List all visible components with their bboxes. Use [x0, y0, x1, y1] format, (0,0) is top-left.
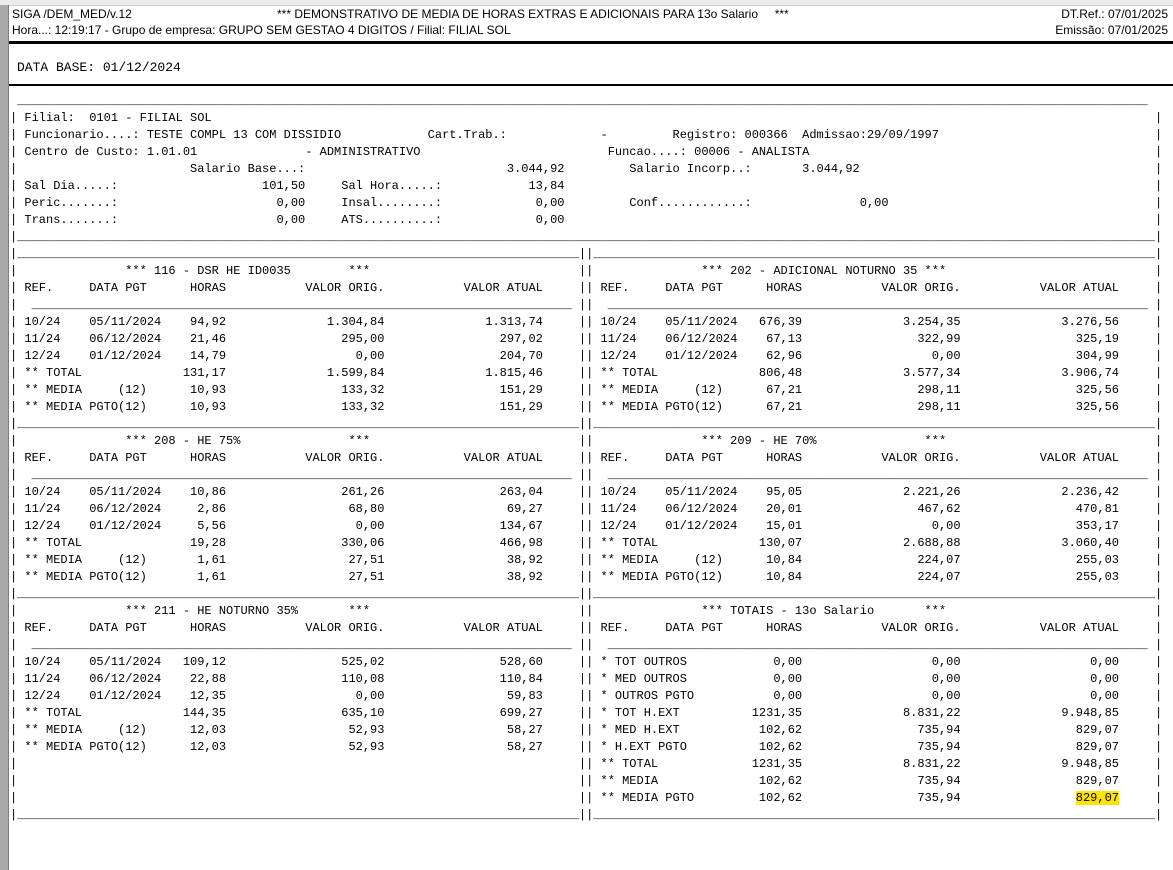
report-line: | Trans.......: 0,00 ATS..........: 0,00… [10, 213, 1163, 227]
report-line: | 12/24 01/12/2024 5,56 0,00 134,67 || 1… [10, 519, 1163, 533]
report-line: | 11/24 06/12/2024 21,46 295,00 297,02 |… [10, 332, 1163, 346]
report-line: | ** MEDIA PGTO(12) 12,03 52,93 58,27 ||… [10, 740, 1163, 754]
report-line: | Centro de Custo: 1.01.01 - ADMINISTRAT… [10, 145, 1163, 159]
report-line: | ** TOTAL 19,28 330,06 466,98 || ** TOT… [10, 536, 1163, 550]
report-line: | 12/24 01/12/2024 14,79 0,00 204,70 || … [10, 349, 1163, 363]
report-line: | ______________________________________… [10, 298, 1163, 312]
report-line: | Salario Base...: 3.044,92 Salario Inco… [10, 162, 1163, 176]
report-line: | 10/24 05/11/2024 10,86 261,26 263,04 |… [10, 485, 1163, 499]
report-line: | ______________________________________… [10, 638, 1163, 652]
report-line: |_______________________________________… [10, 587, 1163, 601]
data-base-line: DATA BASE: 01/12/2024 [17, 60, 181, 75]
report-line: | Filial: 0101 - FILIAL SOL | [10, 111, 1163, 125]
report-line: | *** 116 - DSR HE ID0035 *** || *** 202… [10, 264, 1163, 278]
report-line: | 11/24 06/12/2024 22,88 110,08 110,84 |… [10, 672, 1163, 686]
report-line: | ** MEDIA (12) 1,61 27,51 38,92 || ** M… [10, 553, 1163, 567]
report-line: | || ** MEDIA PGTO 102,62 735,94 829,07 … [10, 791, 1163, 805]
report-header: SIGA /DEM_MED/v.12 *** DEMONSTRATIVO DE … [9, 6, 1173, 38]
report-line: | ** TOTAL 144,35 635,10 699,27 || * TOT… [10, 706, 1163, 720]
data-base-divider [9, 84, 1173, 86]
report-line: | REF. DATA PGT HORAS VALOR ORIG. VALOR … [10, 451, 1163, 465]
report-line: | 12/24 01/12/2024 12,35 0,00 59,83 || *… [10, 689, 1163, 703]
report-line: |_______________________________________… [10, 417, 1163, 431]
dt-ref: DT.Ref.: 07/01/2025 [1061, 7, 1168, 21]
header-row-2: Hora...: 12:19:17 - Grupo de empresa: GR… [9, 22, 1173, 38]
report-line: | Funcionario....: TESTE COMPL 13 COM DI… [10, 128, 1163, 142]
report-line: |_______________________________________… [10, 247, 1163, 261]
report-line: | ** MEDIA PGTO(12) 1,61 27,51 38,92 || … [10, 570, 1163, 584]
window-left-border [0, 5, 9, 870]
report-line: | Sal Dia.....: 101,50 Sal Hora.....: 13… [10, 179, 1163, 193]
report-line: | ** MEDIA PGTO(12) 10,93 133,32 151,29 … [10, 400, 1163, 414]
report-line: | ** TOTAL 131,17 1.599,84 1.815,46 || *… [10, 366, 1163, 380]
report-line: | 11/24 06/12/2024 2,86 68,80 69,27 || 1… [10, 502, 1163, 516]
report-line: |_______________________________________… [10, 808, 1163, 822]
report-page: SIGA /DEM_MED/v.12 *** DEMONSTRATIVO DE … [9, 6, 1173, 824]
report-line: | ______________________________________… [10, 468, 1163, 482]
report-line: | REF. DATA PGT HORAS VALOR ORIG. VALOR … [10, 621, 1163, 635]
report-title: *** DEMONSTRATIVO DE MEDIA DE HORAS EXTR… [277, 7, 789, 21]
emissao: Emissão: 07/01/2025 [1055, 23, 1168, 37]
report-line: | *** 208 - HE 75% *** || *** 209 - HE 7… [10, 434, 1163, 448]
window-top-border [0, 0, 1173, 6]
header-divider [9, 41, 1173, 44]
report-line: | Peric.......: 0,00 Insal........: 0,00… [10, 196, 1163, 210]
report-line: | || ** MEDIA 102,62 735,94 829,07 | [10, 774, 1163, 788]
highlighted-media-pgto-valor-atual: 829,07 [1075, 791, 1119, 805]
header-row-1: SIGA /DEM_MED/v.12 *** DEMONSTRATIVO DE … [9, 6, 1173, 22]
report-line: | REF. DATA PGT HORAS VALOR ORIG. VALOR … [10, 281, 1163, 295]
report-line: | 10/24 05/11/2024 94,92 1.304,84 1.313,… [10, 315, 1163, 329]
report-line: | *** 211 - HE NOTURNO 35% *** || *** TO… [10, 604, 1163, 618]
report-body: ________________________________________… [10, 93, 1173, 824]
report-line: | 10/24 05/11/2024 109,12 525,02 528,60 … [10, 655, 1163, 669]
app-version: SIGA /DEM_MED/v.12 [12, 7, 132, 21]
report-line: | ** MEDIA (12) 12,03 52,93 58,27 || * M… [10, 723, 1163, 737]
report-line: | || ** TOTAL 1231,35 8.831,22 9.948,85 … [10, 757, 1163, 771]
report-line: | ** MEDIA (12) 10,93 133,32 151,29 || *… [10, 383, 1163, 397]
report-line: ________________________________________… [10, 94, 1148, 108]
report-line: |_______________________________________… [10, 230, 1163, 244]
hora-grupo-filial: Hora...: 12:19:17 - Grupo de empresa: GR… [12, 23, 511, 37]
